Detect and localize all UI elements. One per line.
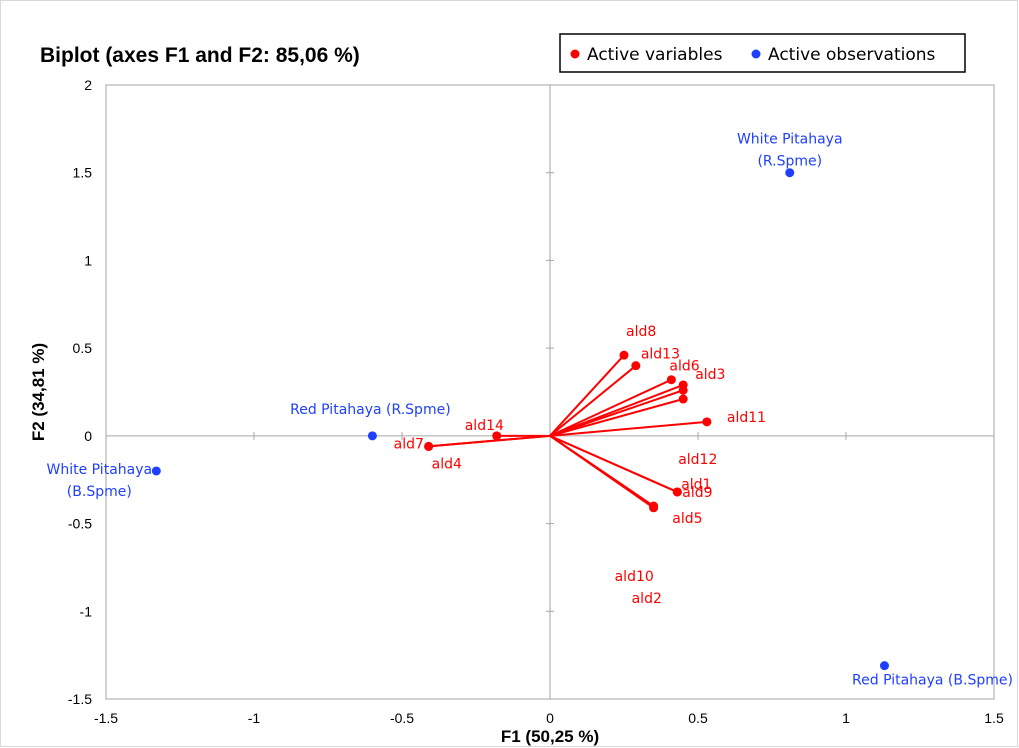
legend-marker-observations (751, 49, 761, 59)
vector-label-ald7: ald7 (394, 436, 424, 452)
vector-label-ald9: ald9 (682, 485, 712, 501)
y-tick-label: 2 (84, 77, 92, 93)
vector-label-ald4: ald4 (432, 456, 462, 472)
vector-point-ald1 (678, 394, 688, 404)
vector-ald11 (549, 420, 707, 437)
vector-label-ald2: ald2 (632, 591, 662, 607)
observation-point (367, 431, 377, 441)
x-tick-label: 0 (546, 710, 554, 726)
x-tick-label: -1.5 (94, 710, 118, 726)
variable-vectors: ald1 ald2 ald3 ald4 ald5 ald6 ald7 ald8 ald9 ald1… (394, 324, 766, 607)
observation-point (879, 661, 889, 671)
chart-title: Biplot (axes F1 and F2: 85,06 %) (40, 44, 360, 67)
vector-label-ald8: ald8 (626, 324, 656, 340)
vector-ald7 (428, 434, 551, 448)
observation-label: White Pitahaya (737, 132, 843, 148)
vector-label-ald11: ald11 (727, 410, 766, 426)
vector-ald12 (549, 389, 684, 437)
vector-label-ald10: ald10 (615, 569, 654, 585)
y-tick-label: 1.5 (73, 165, 93, 181)
observation-label: Red Pitahaya (B.Spme) (852, 673, 1013, 689)
vector-point-ald11 (702, 417, 712, 427)
legend-label-observations: Active observations (768, 45, 936, 65)
observation-label: White Pitahaya (47, 462, 153, 478)
legend: Active variables Active observations (559, 33, 966, 73)
legend-label-variables: Active variables (587, 45, 723, 65)
vector-point-ald12 (678, 385, 688, 395)
vector-point-ald7 (424, 441, 434, 451)
observation-label: (R.Spme) (757, 154, 822, 170)
x-tick-label: -1 (248, 710, 261, 726)
tick-labels: -1.5 -1 -0.5 0 0.5 1 1.5 -1.5 -1 -0.5 0 0.5 1 1.5 2 (68, 77, 1004, 726)
vector-label-ald5: ald5 (672, 511, 702, 527)
vector-label-ald6: ald6 (669, 359, 699, 375)
vector-label-ald12: ald12 (678, 452, 717, 468)
observation-label: Red Pitahaya (R.Spme) (290, 402, 451, 418)
y-tick-label: -1.5 (68, 691, 92, 707)
vector-point-ald6 (666, 375, 676, 385)
vector-point-ald13 (631, 361, 641, 371)
y-tick-label: 0.5 (73, 340, 93, 356)
vector-label-ald1: ald1 (681, 477, 711, 493)
observation-points: White Pitahaya (R.Spme) Red Pitahaya (R.Sp… (47, 132, 1013, 689)
x-tick-label: 1.5 (984, 710, 1004, 726)
vector-ald13 (549, 364, 637, 437)
vector-ald1 (549, 398, 684, 437)
observation-point (151, 466, 161, 476)
vector-point-ald14 (492, 431, 502, 441)
legend-box (559, 33, 966, 73)
axes (105, 84, 995, 700)
observation-label: (B.Spme) (67, 484, 132, 500)
vector-ald10 (549, 435, 655, 507)
y-axis-title: F2 (34,81 %) (29, 343, 48, 441)
x-tick-label: -0.5 (390, 710, 414, 726)
vector-point-ald9 (672, 487, 682, 497)
observation-point (785, 168, 795, 178)
vector-ald8 (549, 354, 625, 437)
vector-point-ald10 (649, 501, 659, 511)
x-tick-label: 1 (842, 710, 850, 726)
vector-ald9 (549, 434, 678, 493)
vector-label-ald3: ald3 (695, 367, 725, 383)
x-tick-label: 0.5 (688, 710, 708, 726)
y-tick-label: -0.5 (68, 516, 92, 532)
x-axis-title: F1 (50,25 %) (501, 727, 599, 746)
legend-marker-variables (570, 49, 580, 59)
vector-label-ald13: ald13 (641, 347, 680, 363)
y-tick-label: 0 (84, 428, 92, 444)
vector-ald6 (549, 378, 672, 437)
y-tick-label: 1 (84, 252, 92, 268)
y-tick-label: -1 (80, 603, 93, 619)
vector-point-ald8 (619, 350, 629, 360)
vector-label-ald14: ald14 (465, 418, 504, 434)
